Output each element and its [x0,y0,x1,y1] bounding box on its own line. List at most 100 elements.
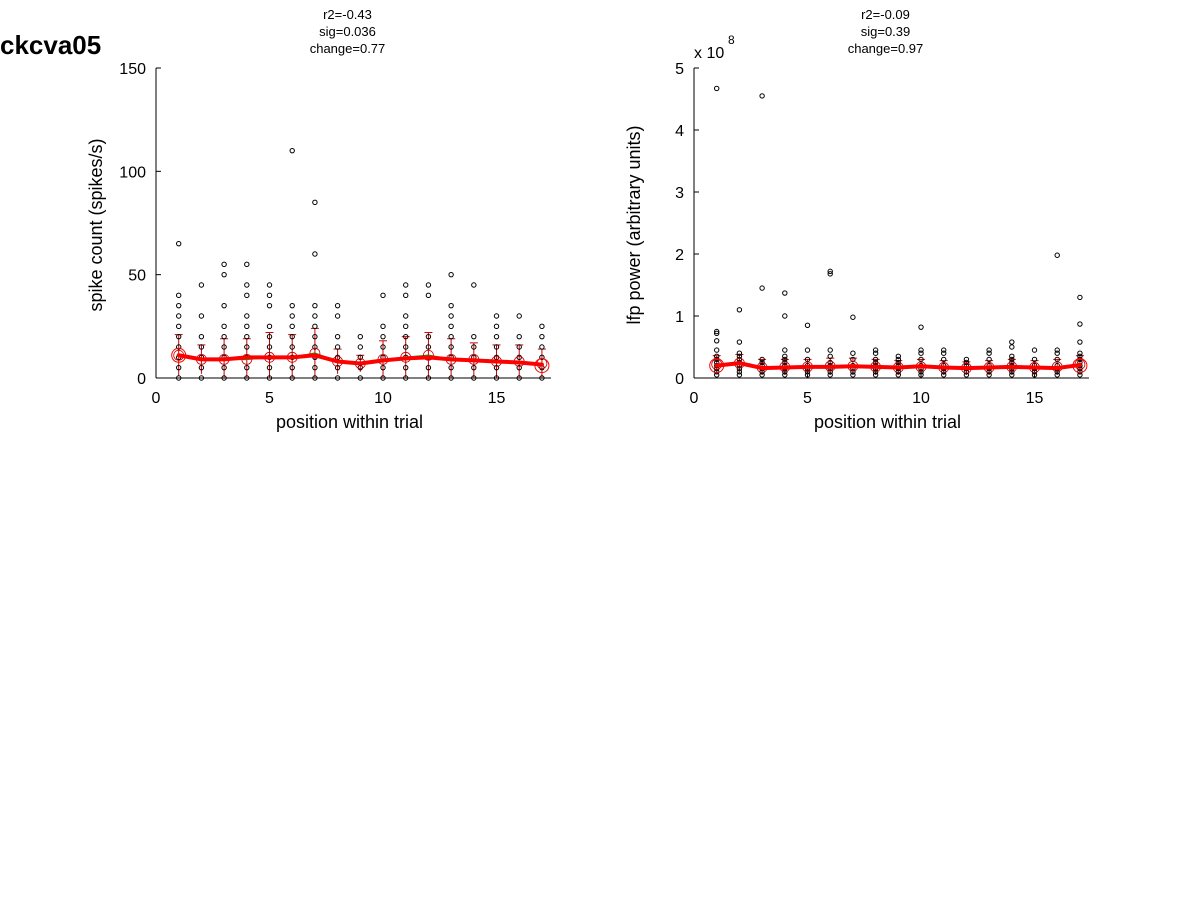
data-point [714,85,720,92]
data-point [918,324,924,330]
data-point [244,333,250,340]
y-axis-label: spike count (spikes/s) [86,138,106,311]
figure-title: ckcva05 [0,30,102,60]
data-point [221,271,227,278]
data-point [289,375,295,381]
data-point [1054,347,1060,353]
fit-line [176,353,544,367]
data-point [827,372,833,378]
data-point [244,375,250,381]
y-tick-label: 3 [675,185,684,202]
data-point [198,344,205,350]
end-circle [1072,358,1088,374]
data-point [895,356,902,363]
data-point [266,282,273,288]
data-point [1077,294,1083,301]
y-tick-label: 1 [675,309,684,326]
data-point [827,271,833,277]
data-point [827,347,833,353]
data-point [266,375,273,381]
data-point [448,271,454,278]
data-point [1009,344,1015,350]
x-tick-label: 5 [803,390,812,407]
data-point [289,323,295,330]
data-point [850,369,856,375]
data-point [244,364,250,371]
data-point [176,333,182,340]
data-point [516,313,522,319]
y-axis-label: lfp power (arbitrary units) [624,125,644,324]
x-axis-label: position within trial [276,412,423,432]
mean-marker [309,347,321,359]
data-point [289,333,295,340]
data-point [804,372,811,378]
data-point [403,313,409,319]
data-point [448,344,454,350]
x-tick-label: 5 [265,390,274,407]
data-point [380,323,386,330]
data-point [736,366,743,372]
data-point [244,292,250,299]
data-point [941,350,947,356]
data-point [736,350,743,356]
data-point [380,375,386,381]
data-point [357,354,364,361]
data-point [221,333,227,340]
y-tick-label: 100 [119,164,146,181]
data-point [539,354,545,361]
data-point [176,313,182,319]
data-point [941,347,947,353]
data-point [198,375,205,381]
data-point [221,364,227,371]
data-point [357,333,364,340]
data-point [516,344,522,350]
data-point [986,347,992,353]
y-tick-label: 2 [675,247,684,264]
data-point [221,302,227,309]
fit-line [714,361,1082,371]
data-point [736,372,743,378]
data-point [448,313,454,319]
data-point [895,353,902,359]
data-point [289,364,295,371]
data-point [403,292,409,299]
data-point [516,333,522,340]
data-point [759,356,765,363]
data-point [176,302,182,309]
data-point [963,359,970,366]
data-point [425,292,432,299]
chart-title-line: change=0.97 [848,41,924,56]
data-point [334,364,341,371]
data-point [804,347,811,353]
data-point [782,372,788,378]
data-point [403,333,409,340]
data-point [266,323,273,330]
data-point [312,323,318,330]
data-point [403,364,409,371]
x-tick-label: 0 [690,390,699,407]
data-point [312,375,318,381]
data-point [471,344,477,350]
data-point [493,344,500,350]
data-point [266,292,273,299]
data-point [493,375,500,381]
data-point [357,344,364,350]
data-point [872,350,879,356]
data-point [1077,350,1083,356]
data-point [872,347,879,353]
data-point [493,333,500,340]
data-point [266,364,273,371]
data-point [176,375,182,381]
data-point [312,333,318,340]
data-point [918,350,924,356]
chart-title-line: change=0.77 [310,41,386,56]
data-point [425,364,432,371]
data-point [289,313,295,319]
data-point [334,333,341,340]
data-point [176,344,182,350]
data-point [1009,339,1015,345]
data-point [403,323,409,330]
data-point [312,313,318,319]
